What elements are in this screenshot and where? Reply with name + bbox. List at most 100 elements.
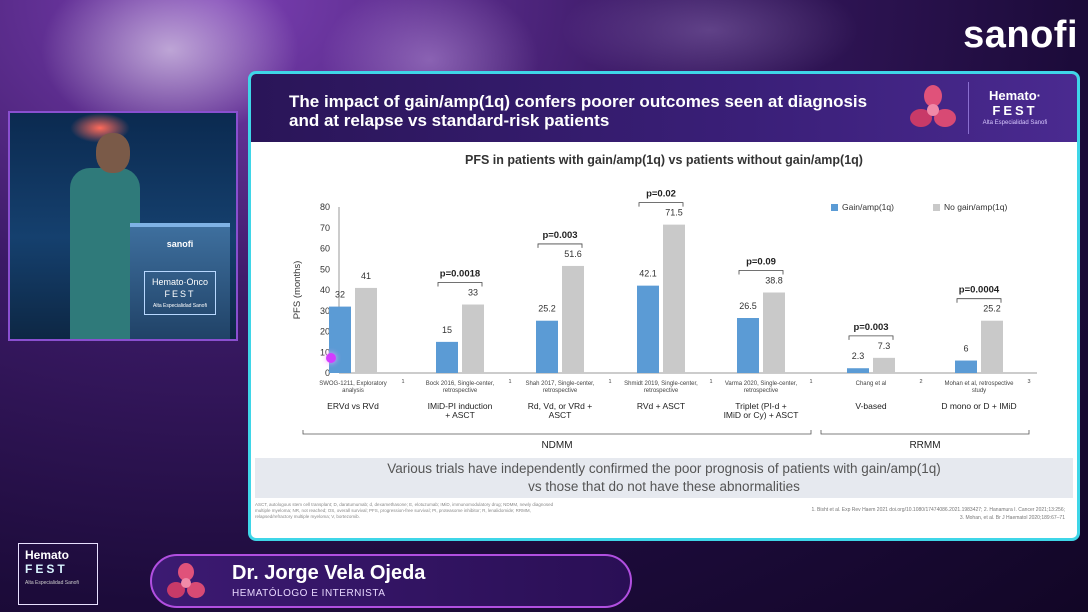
data-label: 71.5 [665,208,683,218]
study-label-cont: retrospective [644,388,679,394]
y-tick-label: 70 [320,223,330,233]
references-line1: 1. Bisht et al. Exp Rev Haem 2021 doi.or… [811,507,1065,513]
data-label: 51.6 [564,249,582,259]
y-tick-label: 50 [320,264,330,274]
pfs-chart: PFS in patients with gain/amp(1q) vs pat… [257,144,1071,454]
bar-no-gain-amp-1q [663,224,685,373]
slide-logo-line1: Hemato· [988,88,1041,103]
data-label: 25.2 [983,304,1001,314]
presentation-slide: The impact of gain/amp(1q) confers poore… [248,71,1080,541]
p-value-bracket [537,243,583,248]
y-tick-label: 60 [320,244,330,254]
bar-gain-amp-1q [536,320,558,373]
p-value-bracket [638,202,684,207]
slide-logo-line3: Alta Especialidad Sanofi [982,120,1048,126]
event-logo-line2: FEST [25,562,68,576]
conclusion-banner: Various trials have independently confir… [255,458,1073,498]
data-label: 7.3 [878,341,891,351]
laser-pointer [326,353,336,363]
legend-swatch [831,204,838,211]
slide-header: The impact of gain/amp(1q) confers poore… [251,74,1077,142]
podium-logo-line2: FEST [164,289,196,299]
antibody-icon [910,85,956,127]
y-tick-label: 20 [320,327,330,337]
data-label: 15 [442,325,452,335]
treatment-label: IMiD or Cy) + ASCT [724,410,799,420]
y-tick-label: 30 [320,306,330,316]
bar-no-gain-amp-1q [763,292,785,373]
podium-logo-line1: Hemato·Onco [151,277,209,287]
reference-superscript: 1 [709,379,712,385]
data-label: 42.1 [639,269,657,279]
bar-gain-amp-1q [955,360,977,373]
hemato-fest-slide-logo: Hemato· FEST Alta Especialidad Sanofi [968,82,1061,134]
bar-no-gain-amp-1q [562,265,584,373]
speaker-name: Dr. Jorge Vela Ojeda [232,562,426,584]
reference-superscript: 1 [508,379,511,385]
study-label: Shmidt 2019, Single-center, [624,381,698,387]
legend-swatch [933,204,940,211]
antibody-icon [167,563,205,598]
data-label: 2.3 [852,351,865,361]
study-label: SWOG-1211, Exploratory [319,381,387,387]
p-value-label: p=0.0004 [959,285,1000,296]
y-tick-label: 40 [320,285,330,295]
group-bracket [820,430,1030,435]
reference-superscript: 3 [1027,379,1030,385]
p-value-bracket [956,298,1002,303]
legend-label: No gain/amp(1q) [944,202,1007,212]
p-value-bracket [437,282,483,287]
reference-superscript: 1 [401,379,404,385]
treatment-label: Triplet (PI-d + [735,401,786,411]
data-label: 33 [468,288,478,298]
group-label: NDMM [541,440,572,451]
p-value-label: p=0.003 [542,230,577,241]
slide-title: The impact of gain/amp(1q) confers poore… [289,92,868,130]
y-axis-label: PFS (months) [292,261,303,320]
speaker-role: HEMATÓLOGO E INTERNISTA [232,588,386,599]
study-label-cont: retrospective [543,388,578,394]
study-label: Chang et al [856,381,887,387]
study-label: Bock 2016, Single-center, [426,381,495,387]
p-value-bracket [738,270,784,275]
slide-logo-line2: FEST [992,103,1038,118]
conclusion-line2: vs those that do not have these abnormal… [528,479,800,494]
event-logo-line3: Alta Especialidad Sanofi [25,580,79,586]
treatment-label: RVd + ASCT [637,401,685,411]
bar-no-gain-amp-1q [355,287,377,373]
podium-logo-line3: Alta Especialidad Sanofi [153,303,207,309]
p-value-label: p=0.02 [646,189,676,200]
conclusion-line1: Various trials have independently confir… [387,461,941,476]
references: 1. Bisht et al. Exp Rev Haem 2021 doi.or… [735,506,1065,522]
speaker-head [96,133,130,173]
podium-brand: sanofi [166,239,194,249]
podium-event-logo: Hemato·Onco FEST Alta Especialidad Sanof… [144,271,216,315]
p-value-label: p=0.0018 [440,269,480,280]
study-label-cont: study [972,388,986,394]
data-label: 6 [963,344,968,354]
bar-gain-amp-1q [436,341,458,373]
references-line2: 3. Mohan, et al. Br J Haematol 2020;189:… [959,515,1065,521]
study-label: Varma 2020, Single-center, [725,381,798,387]
bar-gain-amp-1q [637,285,659,373]
data-label: 41 [361,271,371,281]
treatment-label: V-based [855,401,886,411]
group-label: RRMM [909,440,940,451]
chart-title: PFS in patients with gain/amp(1q) vs pat… [465,153,863,167]
y-tick-label: 10 [320,347,330,357]
treatment-label: + ASCT [445,410,475,420]
p-value-label: p=0.003 [853,322,888,333]
treatment-label: Rd, Vd, or VRd + [528,401,593,411]
bar-no-gain-amp-1q [873,357,895,373]
treatment-label: ERVd vs RVd [327,401,379,411]
study-label: Shah 2017, Single-center, [525,381,594,387]
study-label-cont: analysis [342,388,364,394]
treatment-label: ASCT [549,410,572,420]
pfs-bar-chart: PFS in patients with gain/amp(1q) vs pat… [292,153,1037,451]
legend-label: Gain/amp(1q) [842,202,894,212]
reference-superscript: 1 [809,379,812,385]
reference-superscript: 1 [608,379,611,385]
treatment-label: D mono or D + IMiD [941,401,1016,411]
y-tick-label: 0 [325,368,330,378]
event-logo-line1: Hemato [25,548,70,562]
